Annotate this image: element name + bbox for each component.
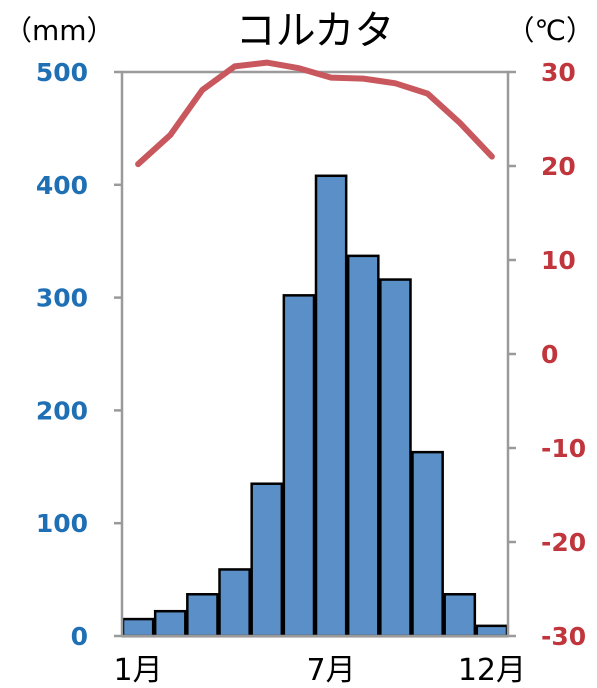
bar-month-7 (314, 174, 348, 638)
bar-month-5 (250, 482, 284, 638)
bar-month-1 (121, 617, 155, 638)
chart-title: コルカタ (236, 8, 395, 54)
right-tick-label: 20 (541, 152, 576, 181)
right-tick-label: -30 (541, 622, 586, 651)
left-tick-label: 300 (36, 284, 88, 313)
temperature-line (135, 59, 495, 168)
left-axis-unit: （mm） (4, 14, 115, 47)
right-tick-label: 10 (541, 246, 576, 275)
bar-month-6 (282, 294, 316, 638)
bar-month-11 (443, 593, 477, 638)
x-tick-label: 12月 (458, 653, 526, 688)
left-tick-label: 500 (36, 58, 88, 87)
right-tick-label: 0 (541, 340, 558, 369)
bar-month-2 (153, 609, 187, 638)
bar-month-3 (186, 593, 219, 638)
left-tick-label: 200 (36, 396, 88, 425)
left-tick-label: 400 (36, 171, 88, 200)
x-tick-label: 1月 (114, 653, 163, 688)
right-tick-label: 30 (541, 58, 576, 87)
right-tick-label: -10 (541, 434, 586, 463)
bar-month-12 (475, 624, 509, 638)
bar-month-9 (379, 278, 412, 638)
left-tick-label: 100 (36, 509, 88, 538)
x-tick-label: 7月 (307, 653, 356, 688)
right-tick-label: -20 (541, 528, 586, 557)
bar-month-4 (218, 568, 251, 638)
bar-month-8 (346, 254, 380, 638)
right-axis-unit: （℃） (507, 14, 594, 47)
bar-month-10 (411, 450, 444, 638)
left-tick-label: 0 (71, 622, 88, 651)
